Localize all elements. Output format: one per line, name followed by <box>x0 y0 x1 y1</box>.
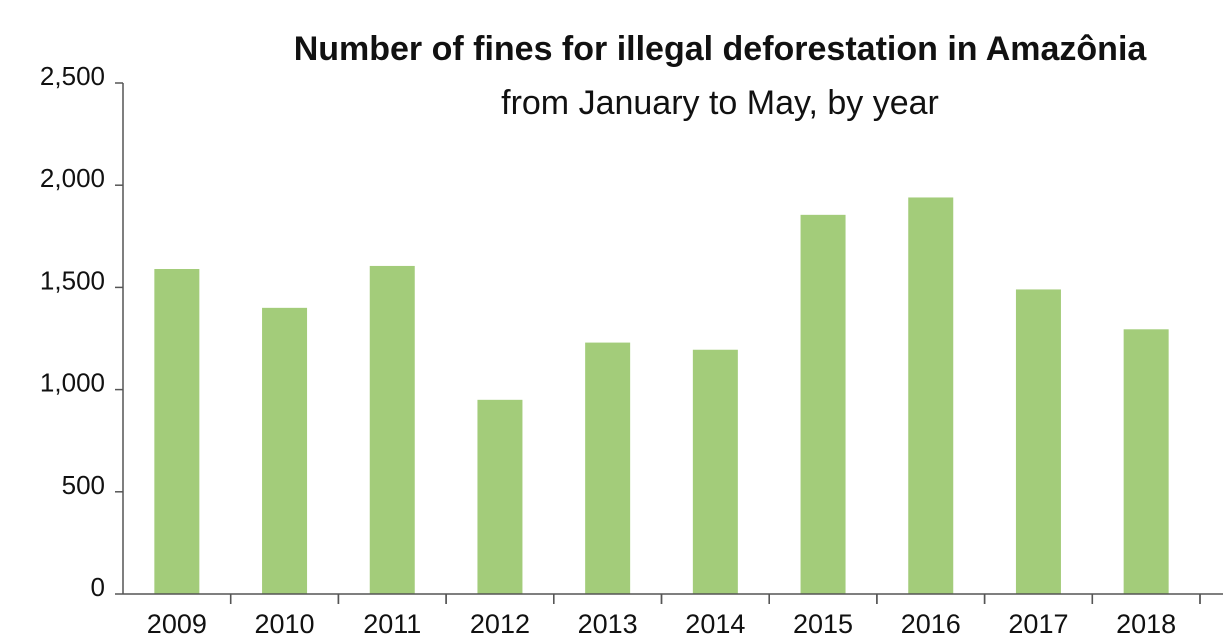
x-tick-label: 2017 <box>1008 609 1068 639</box>
x-tick-label: 2018 <box>1116 609 1176 639</box>
bar-2009 <box>154 269 200 594</box>
bar-2015 <box>800 214 846 594</box>
bar-2014 <box>692 349 738 594</box>
y-tick-label: 500 <box>62 470 105 500</box>
chart-title: Number of fines for illegal deforestatio… <box>293 30 1147 68</box>
x-tick-label: 2014 <box>685 609 745 639</box>
y-tick-label: 1,500 <box>40 265 105 295</box>
x-tick-label: 2016 <box>901 609 961 639</box>
x-tick-label: 2015 <box>793 609 853 639</box>
y-axis: 0 500 1,000 1,500 2,000 2,500 <box>40 61 124 602</box>
y-tick-label: 0 <box>91 572 105 602</box>
x-axis: 2009 2010 2011 2012 2013 2014 2015 2016 2017 2018… <box>123 593 1223 639</box>
bar-2010 <box>262 307 308 594</box>
y-tick-label: 2,500 <box>40 61 105 91</box>
x-tick-label: 2009 <box>147 609 207 639</box>
x-tick-label: 2010 <box>255 609 315 639</box>
x-tick-label: 2011 <box>363 609 421 639</box>
bar-2011 <box>369 265 415 594</box>
bar-2012 <box>477 399 523 594</box>
bar-2013 <box>585 342 631 594</box>
y-tick-label: 1,000 <box>40 368 105 398</box>
bars <box>154 197 1169 595</box>
y-tick-label: 2,000 <box>40 163 105 193</box>
bar-2017 <box>1015 289 1061 594</box>
bar-2016 <box>908 197 954 595</box>
bar-2018 <box>1123 329 1169 594</box>
x-tick-label: 2013 <box>578 609 638 639</box>
x-tick-label: 2012 <box>470 609 530 639</box>
chart-subtitle: from January to May, by year <box>501 84 939 122</box>
